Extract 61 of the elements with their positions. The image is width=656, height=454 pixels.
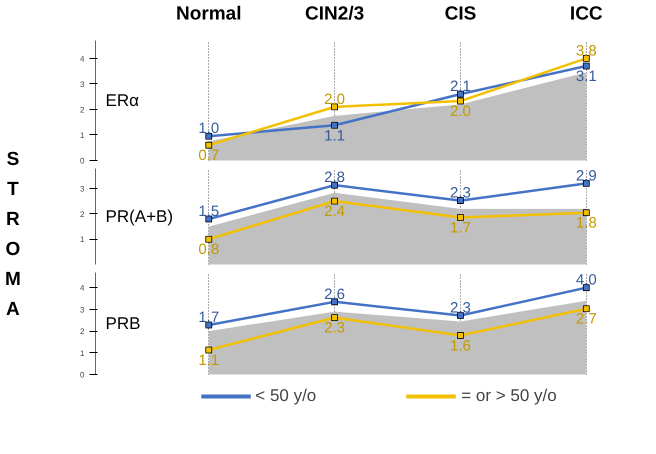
y-tick-label: 4	[80, 284, 86, 293]
text: ERα	[106, 91, 140, 110]
annotation: 1.1	[198, 352, 220, 369]
annotation: 0.8	[198, 241, 220, 258]
point	[582, 305, 590, 312]
annotation: 1.1	[324, 127, 346, 144]
point	[582, 62, 590, 70]
annotation: 2.3	[450, 299, 471, 316]
point	[457, 214, 464, 221]
x-tick-label: CIN2/3	[305, 4, 364, 24]
point	[457, 332, 464, 339]
y-tick-label: 2	[80, 210, 86, 219]
y-tick-label: 2	[80, 105, 86, 114]
x-tick-label: ICC	[570, 4, 603, 24]
annotation: 1.0	[198, 120, 220, 138]
annotation: 3.8	[576, 42, 597, 60]
point	[331, 122, 338, 129]
y-tick-label: 1	[80, 348, 86, 358]
annotation: 1.7	[450, 220, 471, 237]
point	[205, 236, 212, 243]
x-tick-label: CIS	[444, 4, 476, 24]
y-tick-label: 3	[80, 80, 86, 89]
point	[331, 198, 338, 204]
annotation: 0.7	[198, 147, 220, 164]
y-tick-label: 4	[80, 54, 86, 64]
annotation: 2.1	[450, 78, 471, 96]
annotation: 2.6	[324, 286, 346, 303]
point	[582, 209, 590, 216]
y-tick-label: 2	[80, 327, 86, 336]
annotation: 2.8	[324, 169, 346, 186]
annotation: 4.0	[576, 272, 597, 289]
annotation: 2.9	[576, 167, 597, 184]
point	[205, 346, 212, 354]
annotation: 3.1	[576, 68, 597, 86]
annotation: 2.3	[450, 184, 471, 202]
text: PR(A+B)	[106, 207, 174, 226]
point	[205, 142, 212, 149]
point	[457, 90, 464, 98]
y-tick-label: 3	[80, 305, 86, 314]
annotation: 1.8	[576, 214, 597, 232]
y-tick-label: 1	[80, 235, 86, 244]
legend-label: < 50 y/o	[255, 386, 316, 406]
annotation: 2.4	[324, 203, 346, 220]
annotation: 1.6	[450, 337, 471, 354]
y-tick-label: 0	[80, 156, 86, 166]
x-tick-label: Normal	[176, 4, 242, 24]
text: PRB	[106, 314, 140, 333]
annotation: 2.7	[576, 310, 597, 328]
point	[331, 314, 338, 322]
text: STROMA	[5, 148, 21, 322]
annotation: 1.5	[198, 203, 220, 220]
annotation: 2.0	[450, 103, 471, 120]
annotation: 1.7	[198, 309, 220, 326]
y-tick-label: 1	[80, 130, 86, 140]
legend-label: = or > 50 y/o	[461, 386, 557, 406]
annotation: 2.0	[324, 90, 346, 108]
point	[457, 98, 464, 104]
annotation: 2.3	[324, 320, 346, 337]
y-tick-label: 0	[80, 370, 86, 380]
y-tick-label: 3	[80, 184, 86, 194]
point	[205, 322, 212, 328]
